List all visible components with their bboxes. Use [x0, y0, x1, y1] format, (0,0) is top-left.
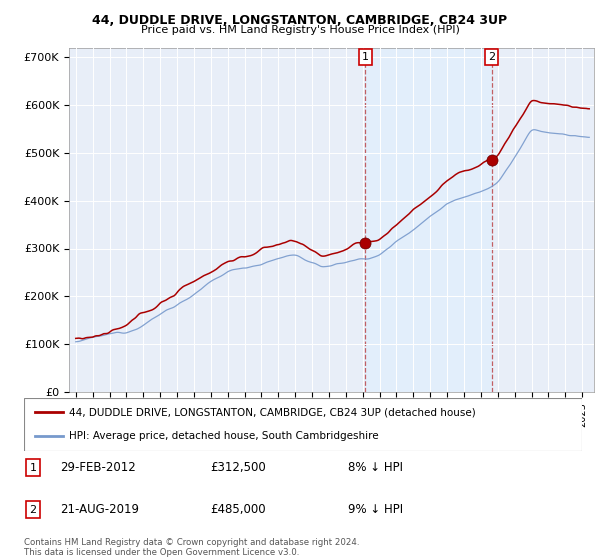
Text: 8% ↓ HPI: 8% ↓ HPI	[348, 461, 403, 474]
Text: 9% ↓ HPI: 9% ↓ HPI	[348, 503, 403, 516]
FancyBboxPatch shape	[24, 398, 582, 451]
Text: 2: 2	[29, 505, 37, 515]
Text: 2: 2	[488, 52, 495, 62]
Text: 1: 1	[362, 52, 369, 62]
Text: 21-AUG-2019: 21-AUG-2019	[60, 503, 139, 516]
Text: Contains HM Land Registry data © Crown copyright and database right 2024.
This d: Contains HM Land Registry data © Crown c…	[24, 538, 359, 557]
Text: 44, DUDDLE DRIVE, LONGSTANTON, CAMBRIDGE, CB24 3UP (detached house): 44, DUDDLE DRIVE, LONGSTANTON, CAMBRIDGE…	[68, 408, 475, 418]
Text: 1: 1	[29, 463, 37, 473]
Text: £312,500: £312,500	[210, 461, 266, 474]
Text: £485,000: £485,000	[210, 503, 266, 516]
Text: 29-FEB-2012: 29-FEB-2012	[60, 461, 136, 474]
Text: 44, DUDDLE DRIVE, LONGSTANTON, CAMBRIDGE, CB24 3UP: 44, DUDDLE DRIVE, LONGSTANTON, CAMBRIDGE…	[92, 14, 508, 27]
Text: HPI: Average price, detached house, South Cambridgeshire: HPI: Average price, detached house, Sout…	[68, 431, 378, 441]
Bar	[365, 48, 492, 392]
Text: Price paid vs. HM Land Registry's House Price Index (HPI): Price paid vs. HM Land Registry's House …	[140, 25, 460, 35]
